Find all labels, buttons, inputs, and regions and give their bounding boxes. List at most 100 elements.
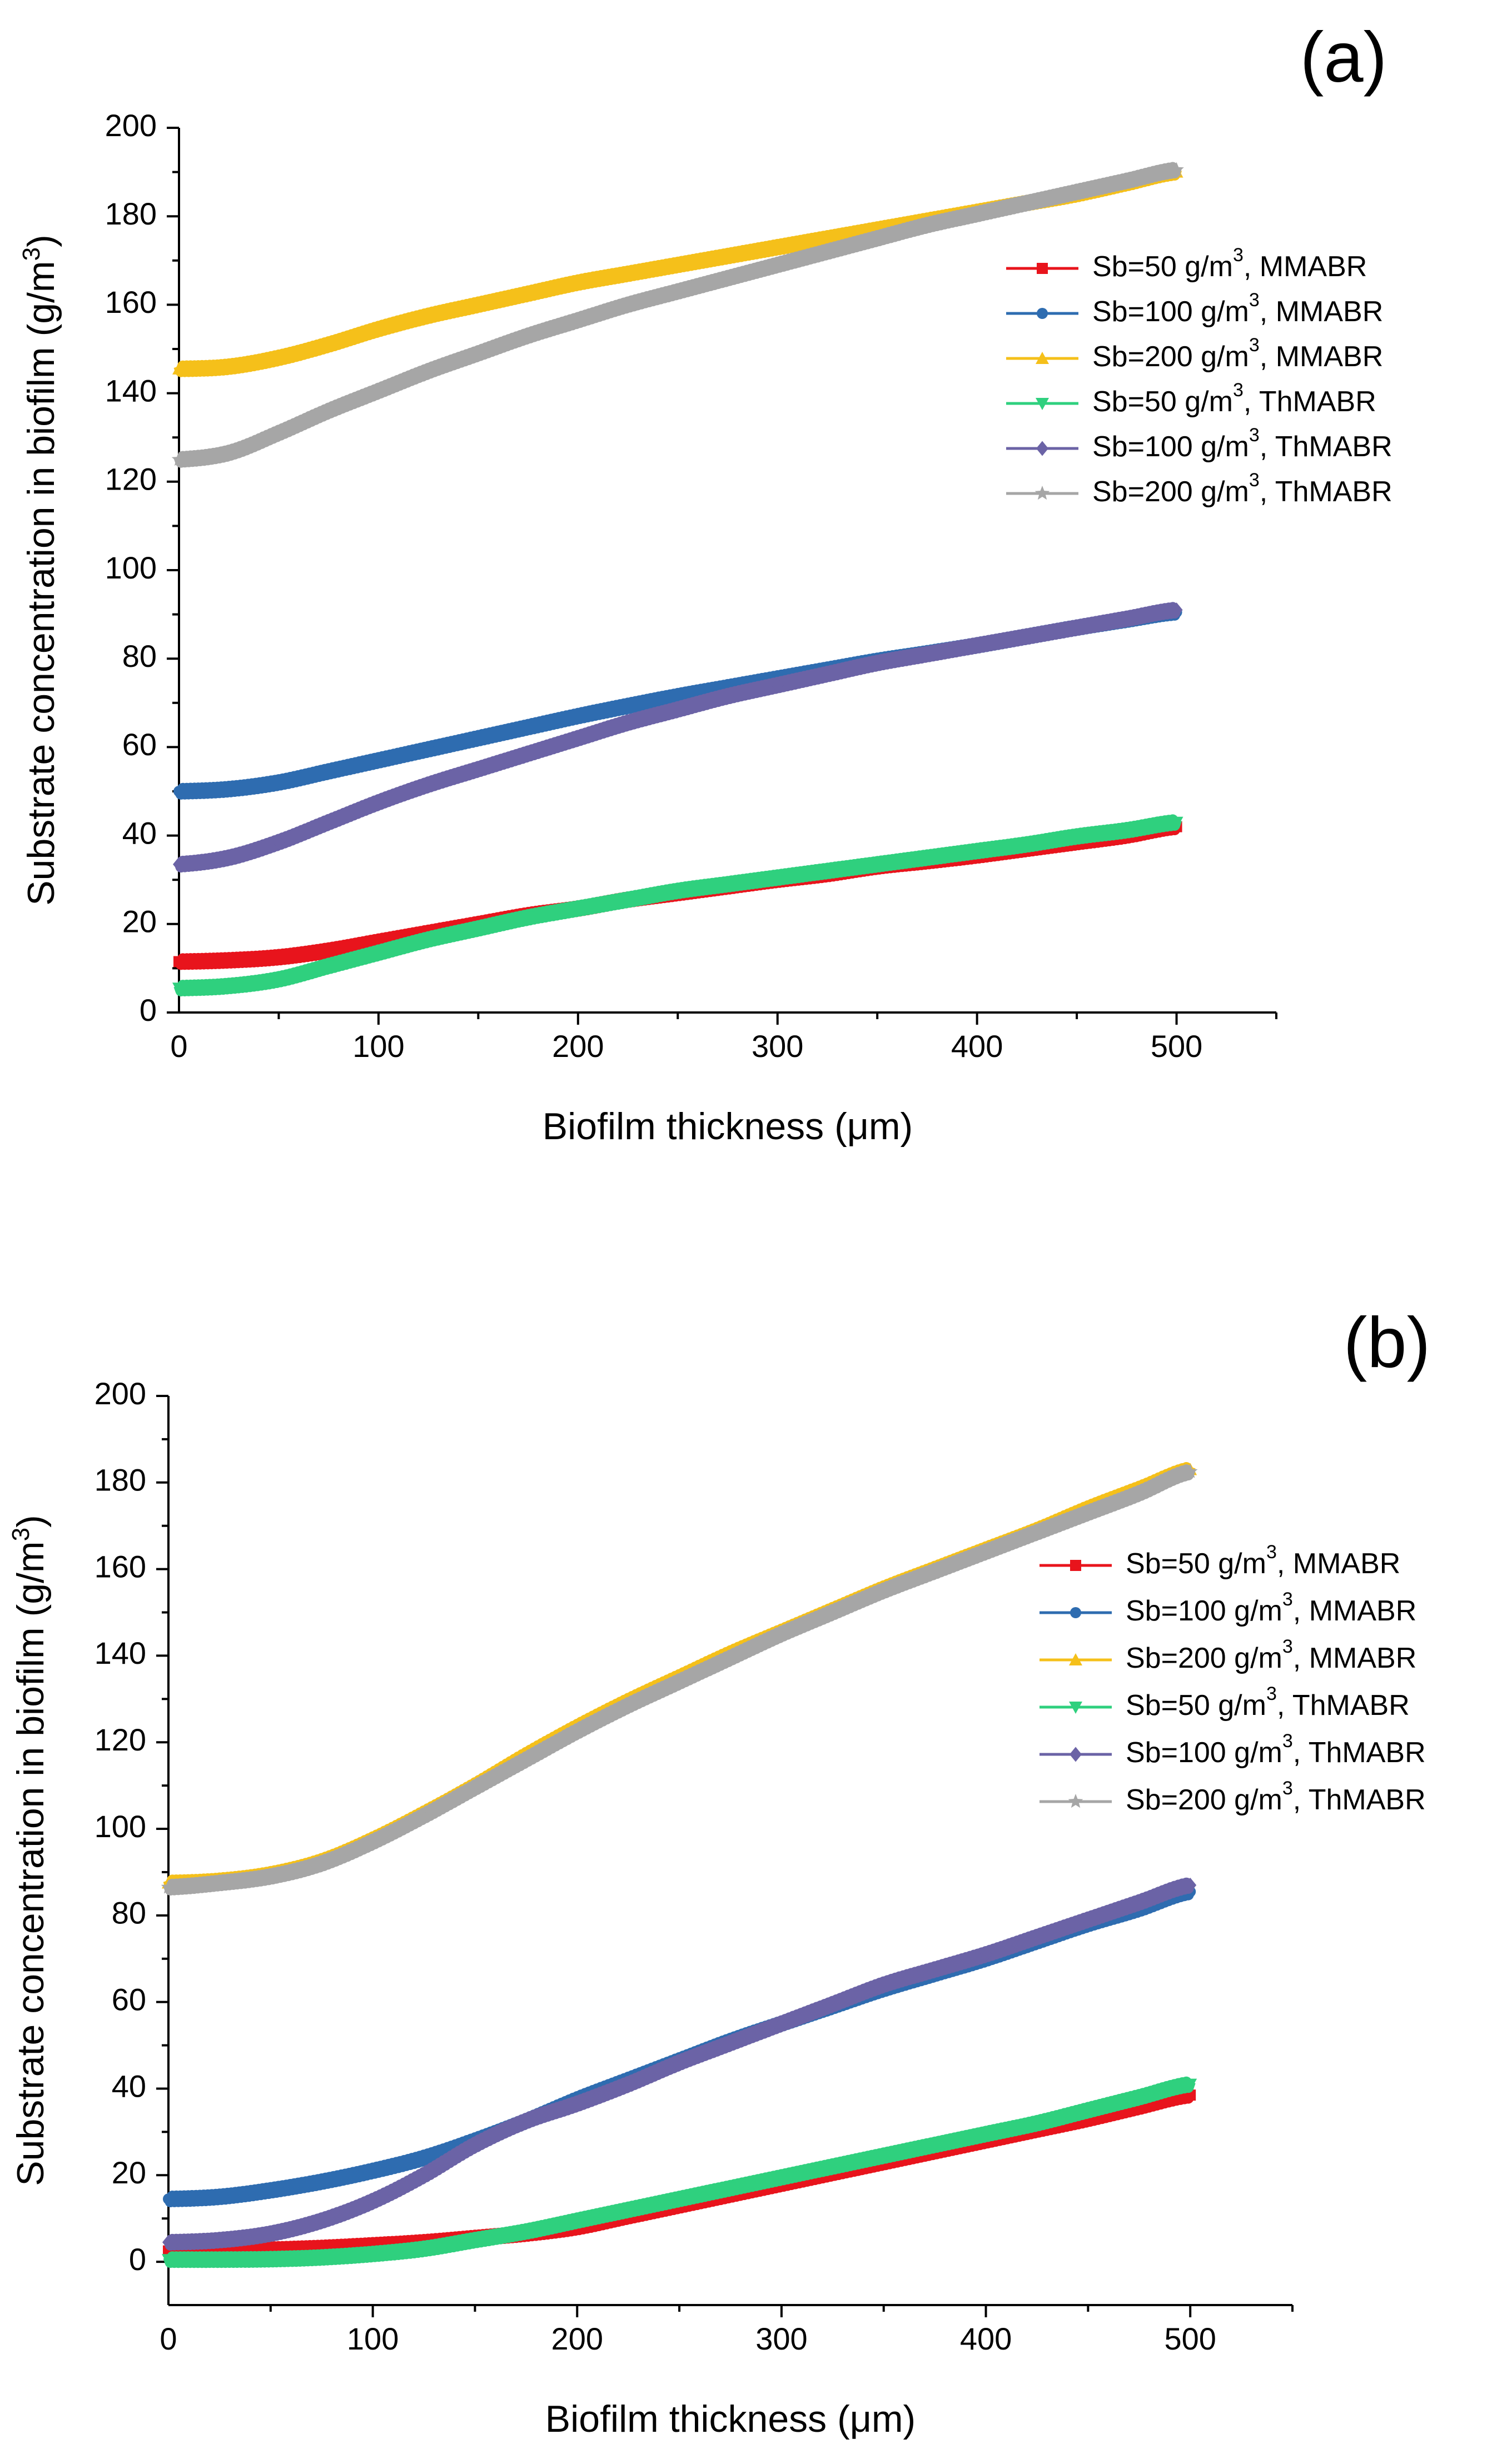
series-3-point: [371, 947, 385, 960]
series-5-point: [212, 1875, 227, 1889]
legend-item-3: Sb=50 g/m3, ThMABR: [1040, 1683, 1410, 1722]
y-tick-label: 0: [140, 992, 157, 1028]
legend-label: Sb=100 g/m3, MMABR: [1126, 1589, 1416, 1627]
series-4-point: [1133, 1894, 1146, 1910]
series-0-point: [173, 956, 185, 967]
series-5-point: [570, 1723, 585, 1738]
series-5-point: [1019, 195, 1035, 210]
series-4-point: [366, 2193, 379, 2209]
series-3-point: [671, 885, 685, 898]
legend-label-sup: 3: [1266, 1542, 1277, 1563]
legend-label-sup: 3: [1249, 290, 1260, 311]
series-5-point: [927, 1563, 942, 1578]
legend-label-suffix: , MMABR: [1277, 1548, 1400, 1580]
series-2-point: [571, 276, 585, 288]
series-3-point: [1070, 831, 1084, 844]
series-4-point: [322, 815, 335, 830]
series-5-point: [820, 243, 835, 258]
series-5-point: [723, 1650, 738, 1664]
legend-label-main: Sb=200 g/m: [1092, 476, 1249, 508]
series-1-point: [323, 766, 335, 777]
legend-label-suffix: , ThMABR: [1293, 1784, 1426, 1816]
series-4-point: [821, 666, 834, 682]
series-1-point: [372, 755, 384, 766]
series-2-point: [621, 267, 635, 280]
series-2-point: [322, 338, 336, 351]
y-tick-label: 160: [95, 1549, 146, 1584]
series-4-point: [621, 715, 634, 731]
x-tick-label: 300: [752, 1029, 803, 1064]
y-tick-label: 140: [95, 1635, 146, 1670]
series-4-point: [173, 856, 185, 872]
series-5-point: [969, 206, 984, 221]
series-4-point: [971, 637, 983, 653]
legend-swatch-marker: [1069, 1702, 1082, 1714]
series-4: [162, 1877, 1197, 2251]
legend-label-main: Sb=200 g/m: [1126, 1642, 1282, 1674]
legend-label-sup: 3: [1249, 335, 1260, 356]
series-4-point: [722, 689, 734, 704]
series-4-point: [571, 2096, 584, 2112]
series-5-point: [520, 328, 536, 342]
legend-swatch-marker: [1070, 1747, 1082, 1762]
legend-swatch-marker: [1037, 308, 1048, 319]
series-4-point: [622, 2077, 635, 2092]
series-5-point: [620, 297, 635, 311]
series-3-point: [263, 2253, 277, 2266]
y-tick-label: 40: [112, 2068, 146, 2103]
series-5-point: [1132, 1485, 1147, 1500]
y-tick-label: 160: [105, 285, 157, 320]
series-5-point: [365, 1834, 380, 1848]
series-1-point: [223, 784, 235, 795]
series-5-point: [770, 257, 785, 272]
series-5-point: [869, 231, 885, 245]
series-3-point: [417, 2243, 431, 2256]
legend-label-main: Sb=50 g/m: [1126, 1548, 1266, 1580]
series-5-point: [720, 270, 735, 285]
series-4-point: [826, 1997, 839, 2012]
series-5-point: [371, 383, 386, 397]
series-2-point: [421, 309, 435, 322]
legend-label: Sb=200 g/m3, ThMABR: [1126, 1778, 1426, 1816]
series-3-point: [928, 2139, 942, 2152]
series-4-point: [1170, 602, 1183, 618]
legend-label-sup: 3: [1233, 245, 1244, 266]
legend-label-main: Sb=100 g/m: [1092, 431, 1249, 463]
series-5-point: [620, 1698, 636, 1712]
series-1-point: [173, 786, 185, 797]
series-4-point: [1082, 1912, 1095, 1928]
series-3-point: [272, 974, 286, 986]
legend-swatch-marker: [1036, 398, 1049, 410]
series-4-point: [422, 777, 435, 792]
y-tick-label: 120: [95, 1722, 146, 1757]
series-0-point: [223, 955, 235, 966]
series-4-point: [1071, 620, 1083, 635]
series-4-point: [264, 2226, 277, 2241]
series-4-point: [928, 1962, 941, 1977]
series-3-point: [1020, 839, 1034, 851]
series-5: [171, 162, 1184, 468]
legend-label-sup: 3: [1282, 1730, 1293, 1752]
series-3-point: [979, 2128, 993, 2141]
series-4-point: [522, 746, 535, 761]
legend-label-main: Sb=50 g/m: [1092, 386, 1233, 418]
series-3: [172, 814, 1183, 997]
legend-label: Sb=50 g/m3, MMABR: [1126, 1542, 1400, 1580]
y-tick-label: 200: [105, 108, 157, 143]
x-tick-label: 0: [160, 2321, 177, 2356]
y-axis-label-main: Substrate concentration in biofilm (g/m: [9, 1541, 52, 2186]
series-1-point: [523, 721, 534, 733]
legend-swatch-marker: [1036, 352, 1049, 364]
series-3-point: [825, 2161, 839, 2173]
series-4-point: [1031, 1929, 1043, 1945]
y-tick-label: 140: [105, 373, 157, 408]
y-tick-label: 20: [112, 2155, 146, 2190]
legend-item-1: Sb=100 g/m3, MMABR: [1006, 290, 1383, 328]
series-2-point: [371, 322, 385, 335]
series-5-point: [471, 346, 486, 360]
y-tick-label: 0: [129, 2242, 146, 2277]
legend-item-4: Sb=100 g/m3, ThMABR: [1040, 1730, 1426, 1769]
y-tick-label: 180: [95, 1463, 146, 1498]
series-4-point: [1021, 629, 1033, 644]
legend-swatch-marker: [1069, 1653, 1082, 1665]
